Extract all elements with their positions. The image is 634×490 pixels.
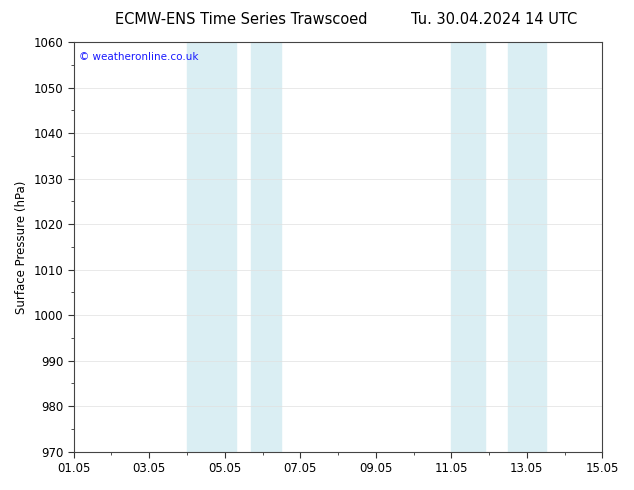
Bar	[451, 42, 485, 452]
Text: Tu. 30.04.2024 14 UTC: Tu. 30.04.2024 14 UTC	[411, 12, 578, 27]
Y-axis label: Surface Pressure (hPa): Surface Pressure (hPa)	[15, 180, 28, 314]
Bar	[508, 42, 546, 452]
Bar	[187, 42, 236, 452]
Text: © weatheronline.co.uk: © weatheronline.co.uk	[79, 52, 198, 62]
Text: ECMW-ENS Time Series Trawscoed: ECMW-ENS Time Series Trawscoed	[115, 12, 367, 27]
Bar	[251, 42, 281, 452]
